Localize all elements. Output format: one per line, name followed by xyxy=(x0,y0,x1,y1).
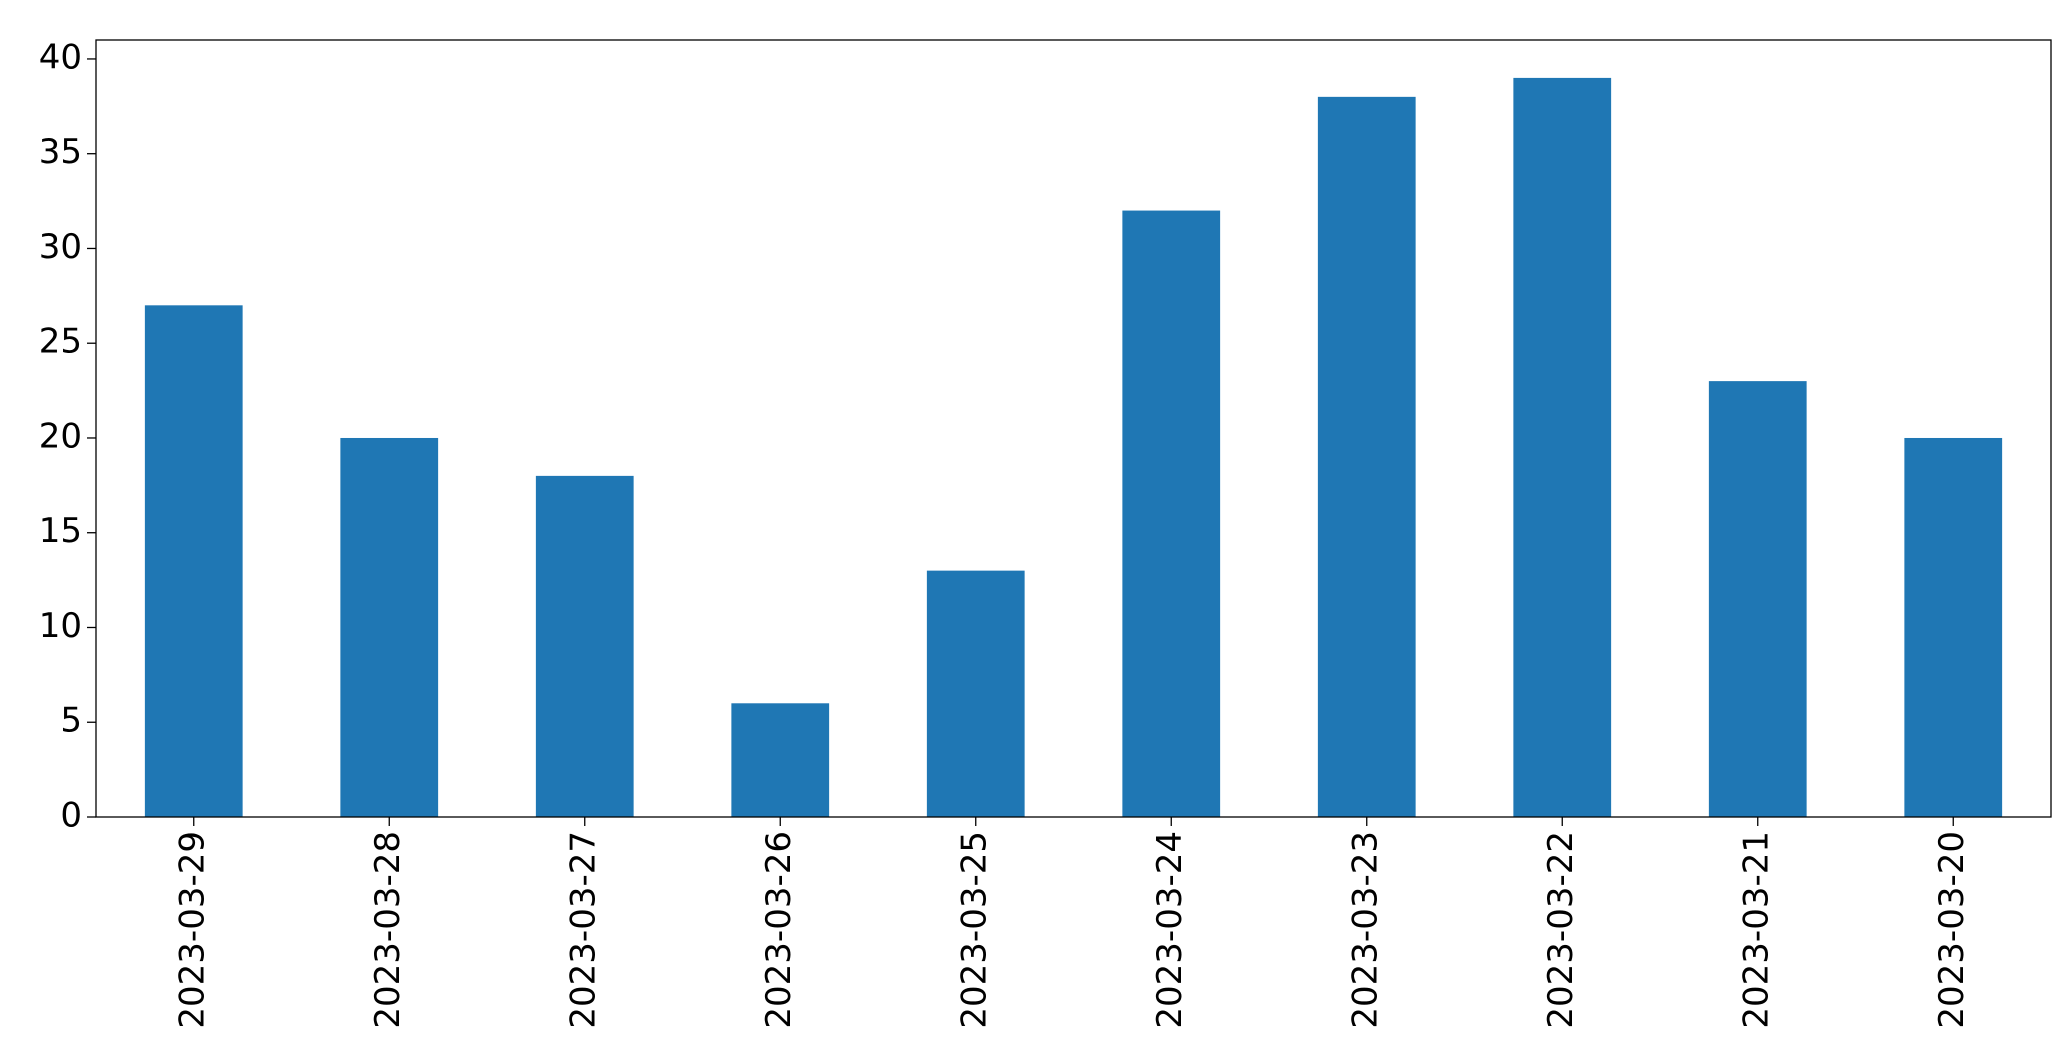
x-tick-label: 2023-03-29 xyxy=(172,831,212,1029)
y-tick-label: 20 xyxy=(39,416,82,456)
x-tick-label: 2023-03-20 xyxy=(1932,831,1972,1029)
y-tick-label: 30 xyxy=(39,227,82,267)
x-tick-label: 2023-03-25 xyxy=(954,831,994,1029)
bar xyxy=(535,475,634,817)
bar xyxy=(1513,77,1612,817)
x-tick-label: 2023-03-28 xyxy=(368,831,408,1029)
x-tick-label: 2023-03-21 xyxy=(1736,831,1776,1029)
bar xyxy=(1904,437,2003,817)
x-tick-label: 2023-03-24 xyxy=(1150,831,1190,1029)
y-tick-label: 40 xyxy=(39,37,82,77)
bar xyxy=(1317,96,1416,818)
x-tick-label: 2023-03-23 xyxy=(1345,831,1385,1029)
bar xyxy=(1708,381,1807,817)
y-tick-label: 10 xyxy=(39,606,82,646)
bar xyxy=(926,570,1025,817)
y-tick-label: 5 xyxy=(60,701,82,741)
y-tick-label: 25 xyxy=(39,322,82,362)
y-tick-label: 15 xyxy=(39,511,82,551)
x-tick-label: 2023-03-22 xyxy=(1541,831,1581,1029)
y-tick-label: 35 xyxy=(39,132,82,172)
y-tick-label: 0 xyxy=(60,796,82,836)
x-tick-label: 2023-03-27 xyxy=(563,831,603,1029)
bar xyxy=(340,437,439,817)
plot-frame xyxy=(95,39,2052,818)
bar xyxy=(144,305,243,817)
bar xyxy=(731,703,830,817)
bar xyxy=(1122,210,1221,817)
x-tick-label: 2023-03-26 xyxy=(759,831,799,1029)
